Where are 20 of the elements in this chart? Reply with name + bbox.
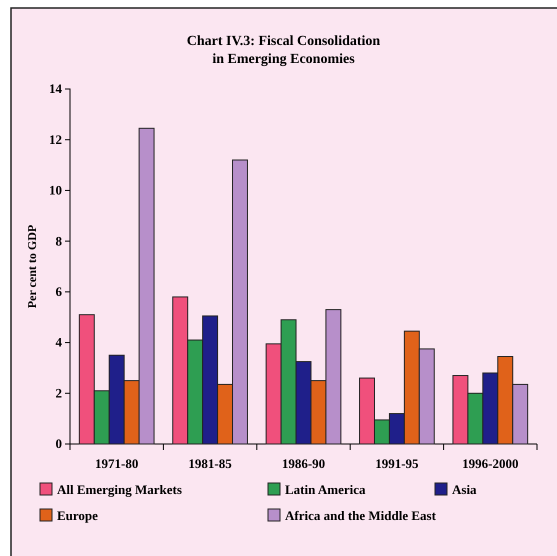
legend-label: Latin America (285, 482, 366, 497)
y-tick-label: 8 (56, 233, 62, 248)
x-tick-label: 1981-85 (188, 456, 232, 471)
legend-label: Africa and the Middle East (285, 508, 437, 523)
y-tick-label: 12 (49, 132, 62, 147)
legend-label: Europe (57, 508, 98, 523)
x-tick-label: 1991-95 (375, 456, 420, 471)
y-tick-label: 4 (56, 334, 62, 350)
y-tick-label: 2 (56, 385, 62, 400)
legend-label: All Emerging Markets (57, 482, 182, 497)
y-axis-title: Per cent to GDP (25, 224, 39, 308)
legend-label: Asia (452, 482, 478, 497)
y-tick-label: 14 (49, 81, 62, 96)
y-tick-label: 10 (49, 182, 62, 198)
x-tick-label: 1986-90 (282, 456, 326, 471)
x-tick-label: 1971-80 (95, 456, 138, 471)
x-tick-label: 1996-2000 (462, 456, 518, 471)
chart-title: Chart IV.3: Fiscal Consolidation in Emerging Economies (186, 34, 380, 67)
y-tick-label: 6 (56, 284, 62, 300)
y-tick-label: 0 (56, 436, 62, 452)
